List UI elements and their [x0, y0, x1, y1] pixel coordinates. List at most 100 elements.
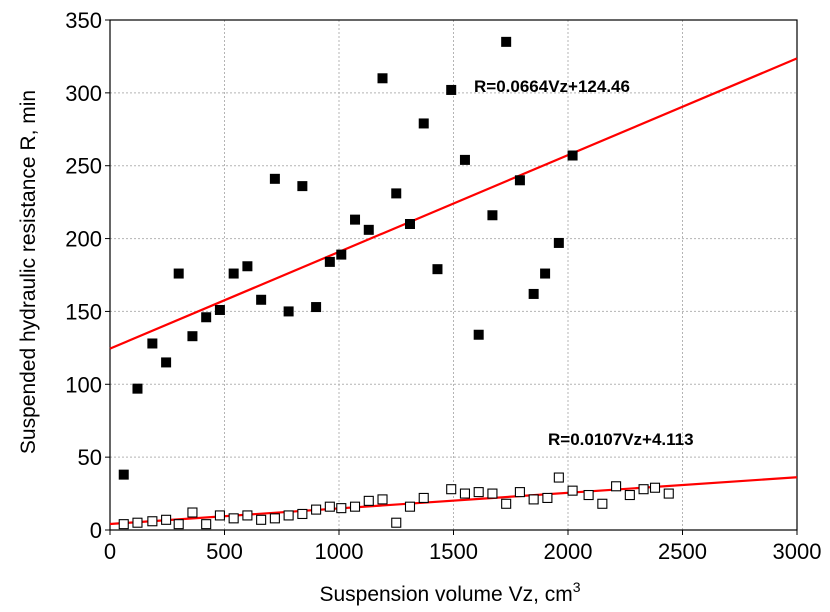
data-point-filled — [297, 181, 308, 192]
y-tick-label: 100 — [65, 372, 102, 397]
y-tick-label: 150 — [65, 299, 102, 324]
axis-ticks: 0 500 1000 1500 2000 2500 3000 0 50 100 150 200 250 3… — [65, 8, 821, 564]
data-point-open — [446, 484, 457, 495]
data-point-filled — [147, 338, 158, 349]
data-point-filled — [187, 331, 198, 342]
data-point-filled — [567, 150, 578, 161]
data-point-open — [214, 510, 225, 521]
data-point-filled — [553, 237, 564, 248]
y-tick-label: 300 — [65, 81, 102, 106]
data-point-filled — [283, 306, 294, 317]
data-point-filled — [214, 304, 225, 315]
x-tick-label: 1500 — [429, 539, 478, 564]
data-point-filled — [446, 84, 457, 95]
data-point-open — [118, 519, 129, 530]
data-point-open — [473, 487, 484, 498]
data-point-open — [418, 492, 429, 503]
data-point-open — [649, 482, 661, 493]
y-tick-label: 350 — [65, 8, 102, 33]
data-point-open — [597, 498, 608, 509]
y-tick-label: 250 — [65, 154, 102, 179]
data-point-open — [256, 514, 267, 525]
data-point-filled — [487, 210, 498, 221]
data-point-open — [611, 481, 622, 492]
data-point-filled — [173, 268, 184, 279]
data-point-filled — [228, 268, 239, 279]
data-point-open — [363, 495, 374, 506]
data-point-filled — [161, 357, 172, 368]
x-axis-title: Suspension volume Vz, cm3 — [319, 579, 580, 606]
data-point-open — [242, 510, 253, 521]
data-point-open — [161, 514, 172, 525]
data-point-filled — [311, 302, 322, 313]
x-tick-label: 500 — [206, 539, 243, 564]
data-point-filled — [459, 154, 470, 165]
data-point-filled — [514, 175, 525, 186]
data-point-open — [638, 484, 649, 495]
data-point-open — [663, 488, 674, 499]
data-point-filled — [377, 73, 388, 84]
data-point-filled — [132, 383, 143, 394]
data-point-open — [567, 485, 578, 496]
y-axis-title: Suspended hydraulic resistance R, min — [17, 90, 40, 454]
data-point-open — [404, 501, 416, 512]
x-tick-label: 1000 — [315, 539, 364, 564]
data-point-open — [173, 519, 184, 530]
data-point-filled — [242, 261, 253, 272]
data-point-open — [391, 517, 402, 528]
data-point-filled — [363, 224, 374, 235]
data-point-filled — [528, 288, 539, 299]
data-point-open — [228, 513, 239, 524]
x-tick-label: 2000 — [544, 539, 593, 564]
fit-equation-label-1: R=0.0664Vz+124.46 — [474, 77, 630, 96]
data-point-open — [269, 513, 280, 524]
data-point-filled — [391, 188, 402, 199]
y-tick-label: 200 — [65, 227, 102, 252]
data-point-open — [147, 516, 158, 527]
data-point-open — [324, 501, 335, 512]
x-tick-label: 3000 — [773, 539, 822, 564]
data-point-open — [297, 508, 308, 520]
data-point-filled — [418, 118, 429, 129]
data-point-open — [501, 498, 512, 509]
data-point-open — [624, 489, 635, 501]
fit-equation-label-2: R=0.0107Vz+4.113 — [548, 430, 694, 449]
data-point-filled — [201, 312, 212, 323]
data-points — [118, 36, 674, 530]
data-point-open — [553, 472, 564, 483]
data-point-open — [283, 510, 294, 521]
data-point-open — [132, 517, 143, 528]
data-point-filled — [501, 36, 512, 47]
x-axis-title-superscript: 3 — [573, 579, 581, 595]
x-tick-label: 2500 — [658, 539, 707, 564]
grid — [110, 20, 797, 530]
x-axis-title-text: Suspension volume Vz, cm — [319, 583, 572, 606]
data-point-filled — [336, 249, 347, 260]
data-point-open — [514, 487, 525, 498]
y-tick-label: 50 — [78, 445, 102, 470]
data-point-filled — [540, 268, 551, 279]
data-point-filled — [350, 214, 361, 225]
data-point-filled — [118, 469, 129, 480]
data-point-filled — [256, 294, 267, 305]
data-point-open — [187, 507, 198, 518]
data-point-open — [528, 494, 539, 505]
data-point-filled — [473, 329, 484, 340]
data-point-open — [336, 503, 347, 514]
data-point-filled — [269, 173, 280, 184]
x-tick-label: 0 — [104, 539, 116, 564]
data-point-open — [583, 489, 594, 501]
fit-line-1 — [109, 57, 798, 350]
data-point-open — [311, 504, 322, 515]
data-point-open — [201, 519, 212, 530]
data-point-filled — [432, 264, 443, 275]
data-point-open — [542, 492, 553, 503]
data-point-open — [377, 494, 388, 505]
data-point-open — [349, 501, 361, 512]
data-point-open — [487, 488, 498, 499]
data-point-open — [459, 488, 471, 499]
data-point-filled — [324, 256, 335, 267]
y-tick-label: 0 — [90, 518, 102, 543]
data-point-filled — [404, 219, 415, 229]
